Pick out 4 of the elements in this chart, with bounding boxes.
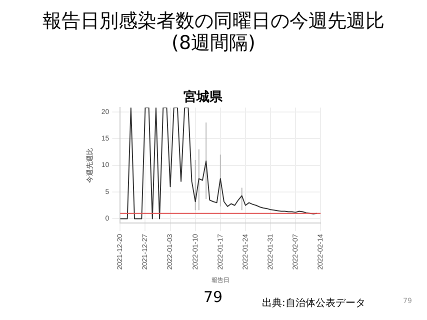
chart-subtitle: 宮城県: [184, 89, 224, 106]
source-note: 出典:自治体公表データ: [262, 296, 366, 310]
text: 79: [202, 288, 224, 306]
chart-title: 報告日別感染者数の同曜日の今週先週比 (8週間隔): [42, 10, 386, 54]
